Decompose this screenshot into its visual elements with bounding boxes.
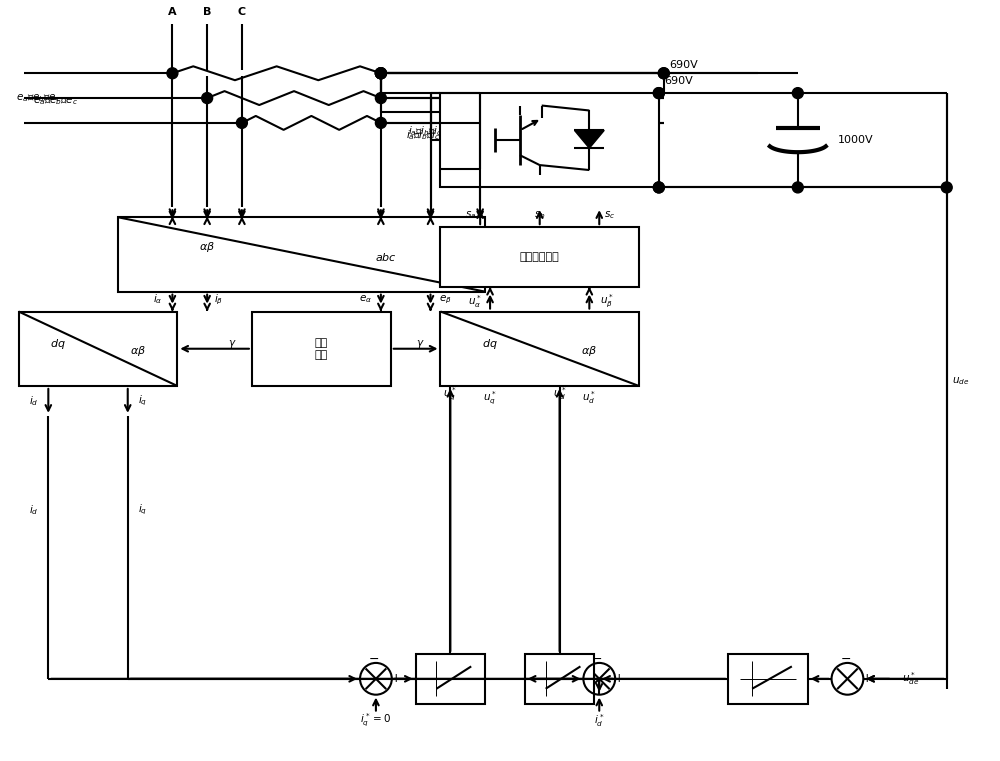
Text: $u_d^*$: $u_d^*$ <box>553 386 566 403</box>
Bar <box>118 217 485 291</box>
Text: $e_\beta$: $e_\beta$ <box>439 294 452 306</box>
Circle shape <box>653 182 664 193</box>
Bar <box>19 311 177 386</box>
Text: −: − <box>369 652 379 665</box>
Circle shape <box>375 68 386 78</box>
Circle shape <box>375 68 386 78</box>
Text: $u_q^*$: $u_q^*$ <box>483 389 497 406</box>
Text: $i_q$: $i_q$ <box>138 503 147 517</box>
Text: $i_\beta$: $i_\beta$ <box>214 292 224 307</box>
Text: $u_{de}$: $u_{de}$ <box>952 375 969 387</box>
Text: 690V: 690V <box>664 76 693 86</box>
Text: C: C <box>238 7 246 17</box>
Bar <box>525 654 594 704</box>
Text: +: + <box>390 672 401 686</box>
Text: $e_\alpha$: $e_\alpha$ <box>359 294 373 305</box>
Text: $i_a$、$i_b$、$i_c$: $i_a$、$i_b$、$i_c$ <box>406 128 440 142</box>
Text: $e_a$、$e_b$、$e_c$: $e_a$、$e_b$、$e_c$ <box>33 95 79 107</box>
Bar <box>416 654 485 704</box>
Circle shape <box>202 93 213 103</box>
Circle shape <box>236 117 247 129</box>
Circle shape <box>167 68 178 78</box>
Text: $s_c$: $s_c$ <box>604 209 615 221</box>
Circle shape <box>658 68 669 78</box>
Text: $i_q^*=0$: $i_q^*=0$ <box>360 712 391 729</box>
Bar <box>252 311 391 386</box>
Text: $e_a$、$e_b$、$e_c$: $e_a$、$e_b$、$e_c$ <box>16 92 61 104</box>
Text: $i_d$: $i_d$ <box>29 394 38 408</box>
Text: $\alpha\beta$: $\alpha\beta$ <box>581 344 597 358</box>
Circle shape <box>653 88 664 99</box>
Text: $u_{de}^*$: $u_{de}^*$ <box>902 670 919 687</box>
Text: 1000V: 1000V <box>838 135 873 145</box>
Text: $\alpha\beta$: $\alpha\beta$ <box>130 344 146 358</box>
Circle shape <box>375 117 386 129</box>
Text: −: − <box>592 652 603 665</box>
Bar <box>440 311 639 386</box>
Text: $i_q$: $i_q$ <box>138 393 147 408</box>
Bar <box>440 227 639 287</box>
Text: $i_\alpha$: $i_\alpha$ <box>153 293 162 307</box>
Text: $s_b$: $s_b$ <box>534 209 546 221</box>
Text: $\gamma$: $\gamma$ <box>228 338 236 350</box>
Text: $i_a$、$i_b$、$i_c$: $i_a$、$i_b$、$i_c$ <box>408 124 443 138</box>
Text: $u_\alpha^*$: $u_\alpha^*$ <box>468 293 482 310</box>
Text: +: + <box>614 672 624 686</box>
Text: A: A <box>168 7 177 17</box>
Text: $dq$: $dq$ <box>50 337 66 352</box>
Text: $u_q^*$: $u_q^*$ <box>443 385 457 403</box>
Circle shape <box>658 68 669 78</box>
Circle shape <box>375 68 386 78</box>
Text: +: + <box>862 672 873 686</box>
Text: $dq$: $dq$ <box>482 337 498 352</box>
Text: $i_d^*$: $i_d^*$ <box>594 712 604 729</box>
Text: −: − <box>840 652 851 665</box>
Text: $\alpha\beta$: $\alpha\beta$ <box>199 240 215 254</box>
Text: $i_d$: $i_d$ <box>29 503 38 517</box>
Text: $s_a$: $s_a$ <box>465 209 476 221</box>
Circle shape <box>375 93 386 103</box>
Circle shape <box>792 182 803 193</box>
Circle shape <box>653 88 664 99</box>
Text: $abc$: $abc$ <box>375 251 397 263</box>
Text: $u_\beta^*$: $u_\beta^*$ <box>600 293 614 310</box>
Polygon shape <box>574 130 604 148</box>
Circle shape <box>375 68 386 78</box>
Bar <box>728 654 808 704</box>
Circle shape <box>941 182 952 193</box>
Text: 相角
检测: 相角 检测 <box>315 338 328 359</box>
Text: $u_d^*$: $u_d^*$ <box>582 390 596 406</box>
Text: 690V: 690V <box>669 60 698 70</box>
Text: B: B <box>203 7 211 17</box>
Text: $\gamma$: $\gamma$ <box>416 338 425 350</box>
Bar <box>440 93 659 187</box>
Circle shape <box>792 88 803 99</box>
Text: 空间矢量控制: 空间矢量控制 <box>520 252 560 262</box>
Circle shape <box>653 182 664 193</box>
